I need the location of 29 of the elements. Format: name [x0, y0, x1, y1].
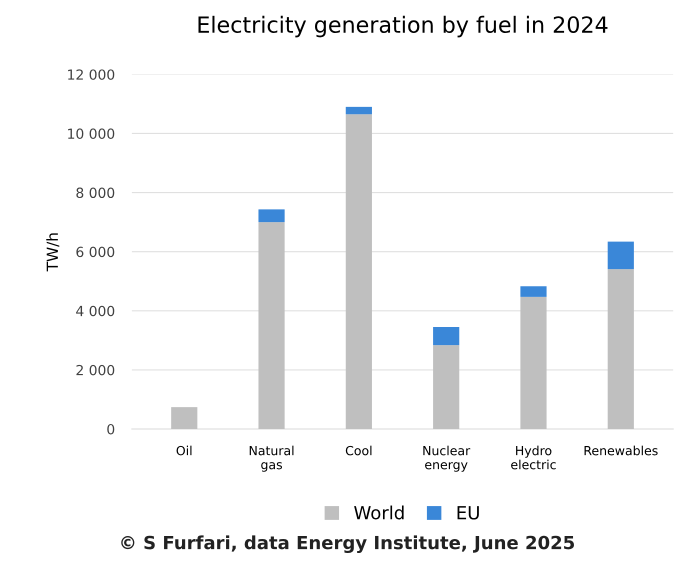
bar [608, 269, 634, 429]
bar [520, 286, 547, 297]
bar [258, 209, 285, 222]
y-tick-label: 6 000 [76, 246, 114, 258]
legend-label: EU [458, 506, 479, 520]
x-tick-label: Nuclear energy [423, 446, 470, 472]
y-tick-label: 10 000 [68, 128, 114, 139]
bar [171, 407, 198, 429]
bar [258, 222, 285, 429]
chart-title: Electricity generation by fuel in 2024 [198, 16, 608, 38]
y-tick-label: 8 000 [76, 188, 114, 198]
text: © S Furfari, data Energy Institute, June 2025 [121, 535, 574, 554]
y-tick-label: 0 [107, 424, 114, 434]
x-tick-label: Oil [176, 446, 192, 456]
y-tick-label: 12 000 [68, 69, 114, 80]
y-tick-label: 4 000 [76, 306, 114, 316]
bar [520, 296, 547, 429]
y-tick-label: 2 000 [76, 364, 114, 376]
bar [346, 114, 372, 429]
x-tick-label: Renewables [584, 446, 658, 456]
x-tick-label: Hydro electric [511, 446, 556, 470]
legend-label: World [354, 506, 404, 520]
bar [433, 345, 460, 429]
x-tick-label: Cool [346, 446, 372, 456]
y-axis-title: TW/h [46, 233, 60, 272]
bar [608, 242, 634, 270]
bar [433, 327, 460, 346]
x-tick-label: Natural gas [250, 446, 294, 472]
bar [346, 106, 372, 114]
